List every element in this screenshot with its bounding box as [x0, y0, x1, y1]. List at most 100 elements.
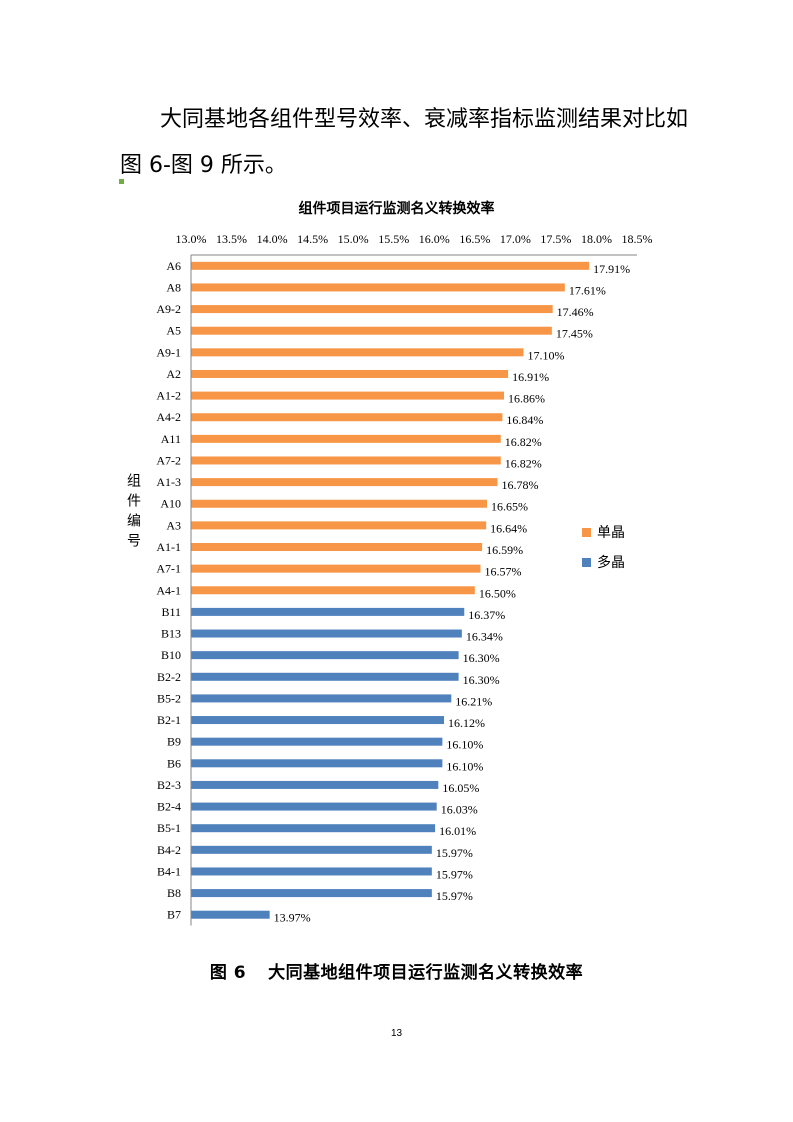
bar [191, 434, 501, 443]
bar [191, 521, 487, 530]
x-tick-label: 15.0% [338, 232, 369, 246]
data-label: 16.82% [505, 435, 542, 449]
bar [191, 759, 443, 768]
bar [191, 413, 503, 422]
bar [191, 737, 443, 746]
category-label: B10 [161, 648, 181, 662]
data-label: 15.97% [436, 867, 473, 881]
page-number: 13 [390, 1028, 403, 1039]
data-label: 16.01% [439, 824, 476, 838]
data-label: 16.91% [512, 370, 549, 384]
category-label: A4-2 [156, 410, 181, 424]
x-tick-label: 17.0% [500, 232, 531, 246]
category-label: B5-1 [157, 821, 181, 835]
bar [191, 564, 481, 573]
intro-line-2: 图 6-图 9 所示。 [120, 153, 287, 178]
legend-swatch [582, 528, 591, 537]
category-label: A9-2 [156, 302, 181, 316]
data-label: 15.97% [436, 846, 473, 860]
data-label: 16.10% [446, 759, 483, 773]
bar [191, 305, 553, 314]
x-tick-label: 13.5% [216, 232, 247, 246]
data-label: 15.97% [436, 889, 473, 903]
bar [191, 456, 501, 465]
data-label: 16.30% [463, 673, 500, 687]
intro-line-1: 大同基地各组件型号效率、衰减率指标监测结果对比如 [160, 107, 689, 132]
x-tick-label: 14.5% [297, 232, 328, 246]
bar [191, 543, 483, 552]
bar [191, 910, 270, 919]
bar [191, 802, 437, 811]
category-label: A7-1 [156, 562, 181, 576]
x-tick-label: 18.0% [581, 232, 612, 246]
category-label: B4-2 [157, 843, 181, 857]
category-label: B9 [167, 735, 181, 749]
category-label: B7 [167, 908, 181, 922]
bar [191, 867, 432, 876]
category-label: B2-3 [157, 778, 181, 792]
bullet-marker [119, 179, 124, 184]
category-label: B4-1 [157, 864, 181, 878]
x-tick-label: 18.5% [622, 232, 653, 246]
category-label: A7-2 [156, 453, 181, 467]
data-label: 16.12% [448, 716, 485, 730]
category-label: A10 [160, 497, 181, 511]
category-label: A8 [166, 280, 181, 294]
data-label: 17.61% [569, 283, 606, 297]
bar [191, 629, 462, 638]
data-label: 16.57% [484, 565, 521, 579]
data-label: 16.21% [455, 694, 492, 708]
category-label: A3 [166, 518, 181, 532]
data-label: 16.34% [466, 630, 503, 644]
category-label: A4-1 [156, 583, 181, 597]
bar [191, 824, 436, 833]
category-label: A5 [166, 324, 181, 338]
data-label: 17.45% [556, 327, 593, 341]
bar [191, 586, 475, 595]
legend-swatch [582, 558, 591, 567]
bar [191, 369, 509, 378]
category-label: B13 [161, 627, 181, 641]
bar [191, 283, 565, 292]
data-label: 16.64% [490, 521, 527, 535]
bar [191, 780, 439, 789]
x-tick-label: 16.0% [419, 232, 450, 246]
bar [191, 391, 505, 400]
bar [191, 845, 432, 854]
category-label: A6 [166, 259, 181, 273]
data-label: 16.30% [463, 651, 500, 665]
bar [191, 889, 432, 898]
category-label: B2-2 [157, 670, 181, 684]
x-tick-label: 13.0% [176, 232, 207, 246]
legend-label: 单晶 [597, 525, 625, 541]
bar [191, 326, 552, 335]
data-label: 16.10% [446, 738, 483, 752]
bar [191, 348, 524, 357]
bar [191, 499, 487, 508]
x-tick-label: 15.5% [378, 232, 409, 246]
x-tick-label: 16.5% [459, 232, 490, 246]
bar [191, 478, 498, 487]
figure-number: 图 6 [209, 963, 247, 983]
category-label: A1-1 [156, 540, 181, 554]
x-tick-label: 17.5% [540, 232, 571, 246]
bar [191, 694, 452, 703]
category-label: A1-2 [156, 389, 181, 403]
bar [191, 716, 445, 725]
category-label: B6 [167, 756, 181, 770]
category-label: B2-1 [157, 713, 181, 727]
category-label: A9-1 [156, 345, 181, 359]
category-label: B11 [161, 605, 181, 619]
data-label: 17.10% [527, 348, 564, 362]
data-label: 16.86% [508, 392, 545, 406]
bar [191, 651, 459, 660]
chart-title: 组件项目运行监测名义转换效率 [298, 201, 495, 217]
data-label: 16.65% [491, 500, 528, 514]
category-label: B2-4 [157, 800, 181, 814]
data-label: 16.05% [442, 781, 479, 795]
category-label: B8 [167, 886, 181, 900]
figure-caption-text: 大同基地组件项目运行监测名义转换效率 [268, 963, 584, 983]
data-label: 16.84% [506, 413, 543, 427]
bar [191, 261, 590, 270]
